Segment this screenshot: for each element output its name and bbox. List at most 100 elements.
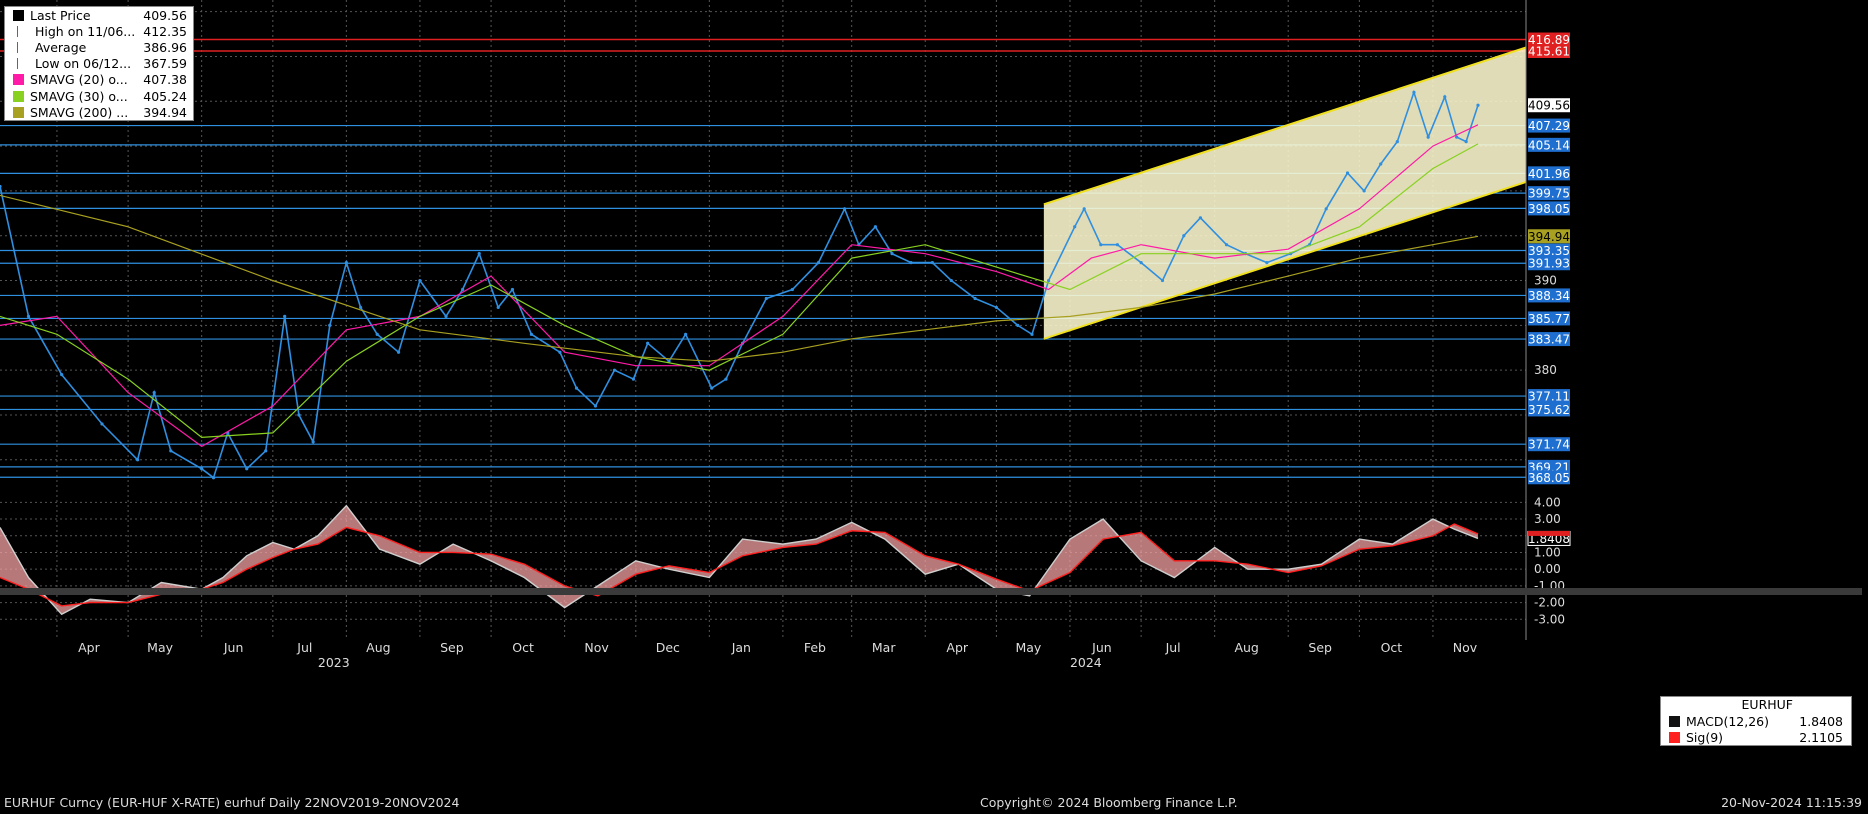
- macd-tick-label: 3.00: [1534, 512, 1561, 526]
- legend-value: 367.59: [143, 56, 187, 72]
- price-point: [1395, 140, 1399, 144]
- axis-layer: Apr May Jun Jul Aug Sep Oct Nov Dec Jan Feb Mar Apr M…: [78, 0, 1571, 670]
- month-label: Nov: [1453, 640, 1478, 655]
- price-label-box: [1528, 166, 1570, 181]
- price-label: 385.77: [1528, 312, 1570, 326]
- month-label: Apr: [78, 640, 100, 655]
- price-label: 377.11: [1528, 390, 1570, 404]
- signal-swatch-icon: [1669, 731, 1680, 743]
- panel-divider: [0, 588, 1862, 595]
- footer-timestamp: 20-Nov-2024 11:15:39: [1721, 795, 1862, 810]
- year-label: 2023: [318, 655, 350, 670]
- legend-row: Low on 06/12... 367.59: [5, 56, 193, 72]
- month-label: Jul: [296, 640, 312, 655]
- price-point: [245, 467, 249, 471]
- macd-tick-label: -2.00: [1534, 596, 1565, 610]
- month-label: Jul: [1165, 640, 1181, 655]
- price-point: [152, 390, 156, 395]
- price-point: [1016, 323, 1020, 327]
- legend-row: High on 11/06... 412.35: [5, 23, 193, 39]
- legend-row: Average 386.96: [5, 39, 193, 55]
- legend-row: SMAVG (200) ... 394.94: [5, 104, 193, 120]
- macd-line: [0, 504, 1479, 616]
- price-point: [1139, 261, 1143, 265]
- price-point: [1265, 261, 1269, 265]
- macd-legend-label: MACD(12,26): [1686, 713, 1770, 729]
- channel-upper-line: [1043, 46, 1527, 206]
- trend-channel-fill: [1043, 47, 1526, 339]
- month-label: Nov: [584, 640, 609, 655]
- price-tick-label: 390: [1534, 274, 1557, 288]
- price-point: [1362, 189, 1366, 193]
- month-label: Dec: [656, 640, 680, 655]
- price-point: [1345, 171, 1350, 175]
- price-point: [842, 207, 847, 211]
- legend-label: SMAVG (30) o...: [30, 88, 128, 104]
- price-point: [1443, 95, 1447, 99]
- price-point: [311, 440, 315, 444]
- price-label-box: [1528, 137, 1570, 152]
- price-label-box: [1528, 470, 1570, 485]
- legend-row: SMAVG (20) o... 407.38: [5, 72, 193, 88]
- macd-legend[interactable]: EURHUF MACD(12,26) 1.8408 Sig(9) 2.1105: [1660, 696, 1852, 746]
- price-point: [264, 449, 268, 453]
- price-point: [328, 323, 332, 327]
- price-point: [26, 314, 31, 318]
- legend-label: SMAVG (20) o...: [30, 72, 128, 88]
- macd-legend-row-macd: MACD(12,26) 1.8408: [1661, 713, 1851, 729]
- legend-value: 412.35: [143, 23, 187, 39]
- macd-tick-label: -3.00: [1534, 612, 1565, 626]
- month-label: Oct: [1381, 640, 1403, 655]
- price-label: 399.75: [1528, 187, 1570, 201]
- month-label: Jun: [223, 640, 244, 655]
- price-point: [909, 261, 913, 265]
- macd-panel: [0, 504, 1479, 616]
- price-point: [1412, 90, 1416, 94]
- price-point: [169, 449, 173, 453]
- price-label: 371.74: [1528, 438, 1570, 452]
- price-label: 391.93: [1528, 257, 1570, 271]
- year-label: 2024: [1070, 655, 1102, 670]
- price-point: [200, 467, 204, 471]
- macd-swatch-icon: [1669, 715, 1680, 727]
- price-point: [930, 261, 934, 265]
- price-label: 393.35: [1528, 244, 1570, 258]
- legend-label: High on 11/06...: [35, 23, 136, 39]
- price-point: [100, 422, 104, 426]
- swatch-icon: [13, 106, 24, 118]
- signal-last-box: [1528, 530, 1570, 536]
- price-label: 401.96: [1528, 167, 1570, 181]
- average-marker-icon: [17, 41, 24, 53]
- series-line-3: [0, 194, 1479, 362]
- price-tick-label: 380: [1534, 363, 1557, 377]
- price-point: [1324, 207, 1328, 211]
- price-label-box: [1528, 118, 1570, 133]
- price-label-box: [1528, 256, 1570, 271]
- price-point: [973, 296, 977, 301]
- month-label: Aug: [1234, 640, 1258, 655]
- price-point: [211, 476, 216, 480]
- price-point: [1115, 243, 1119, 247]
- price-point: [375, 332, 379, 336]
- price-point: [496, 305, 500, 310]
- price-point: [1455, 135, 1459, 139]
- price-point: [1198, 216, 1203, 220]
- price-legend[interactable]: Last Price 409.56 High on 11/06... 412.35 Av…: [4, 6, 194, 122]
- price-point: [612, 368, 617, 372]
- month-label: Mar: [872, 640, 896, 655]
- footer-copyright: Copyright© 2024 Bloomberg Finance L.P.: [980, 795, 1238, 810]
- price-point: [444, 314, 448, 318]
- month-label: Sep: [1308, 640, 1332, 655]
- price-point: [418, 278, 422, 283]
- price-point: [1046, 278, 1051, 283]
- price-point: [684, 332, 688, 336]
- legend-value: 409.56: [143, 7, 187, 23]
- macd-legend-row-signal: Sig(9) 2.1105: [1661, 729, 1851, 745]
- macd-legend-value: 1.8408: [1799, 713, 1843, 729]
- swatch-icon: [13, 90, 24, 102]
- month-label: Sep: [440, 640, 464, 655]
- price-point: [816, 261, 821, 265]
- price-point: [359, 305, 363, 310]
- legend-label: Low on 06/12...: [35, 56, 132, 72]
